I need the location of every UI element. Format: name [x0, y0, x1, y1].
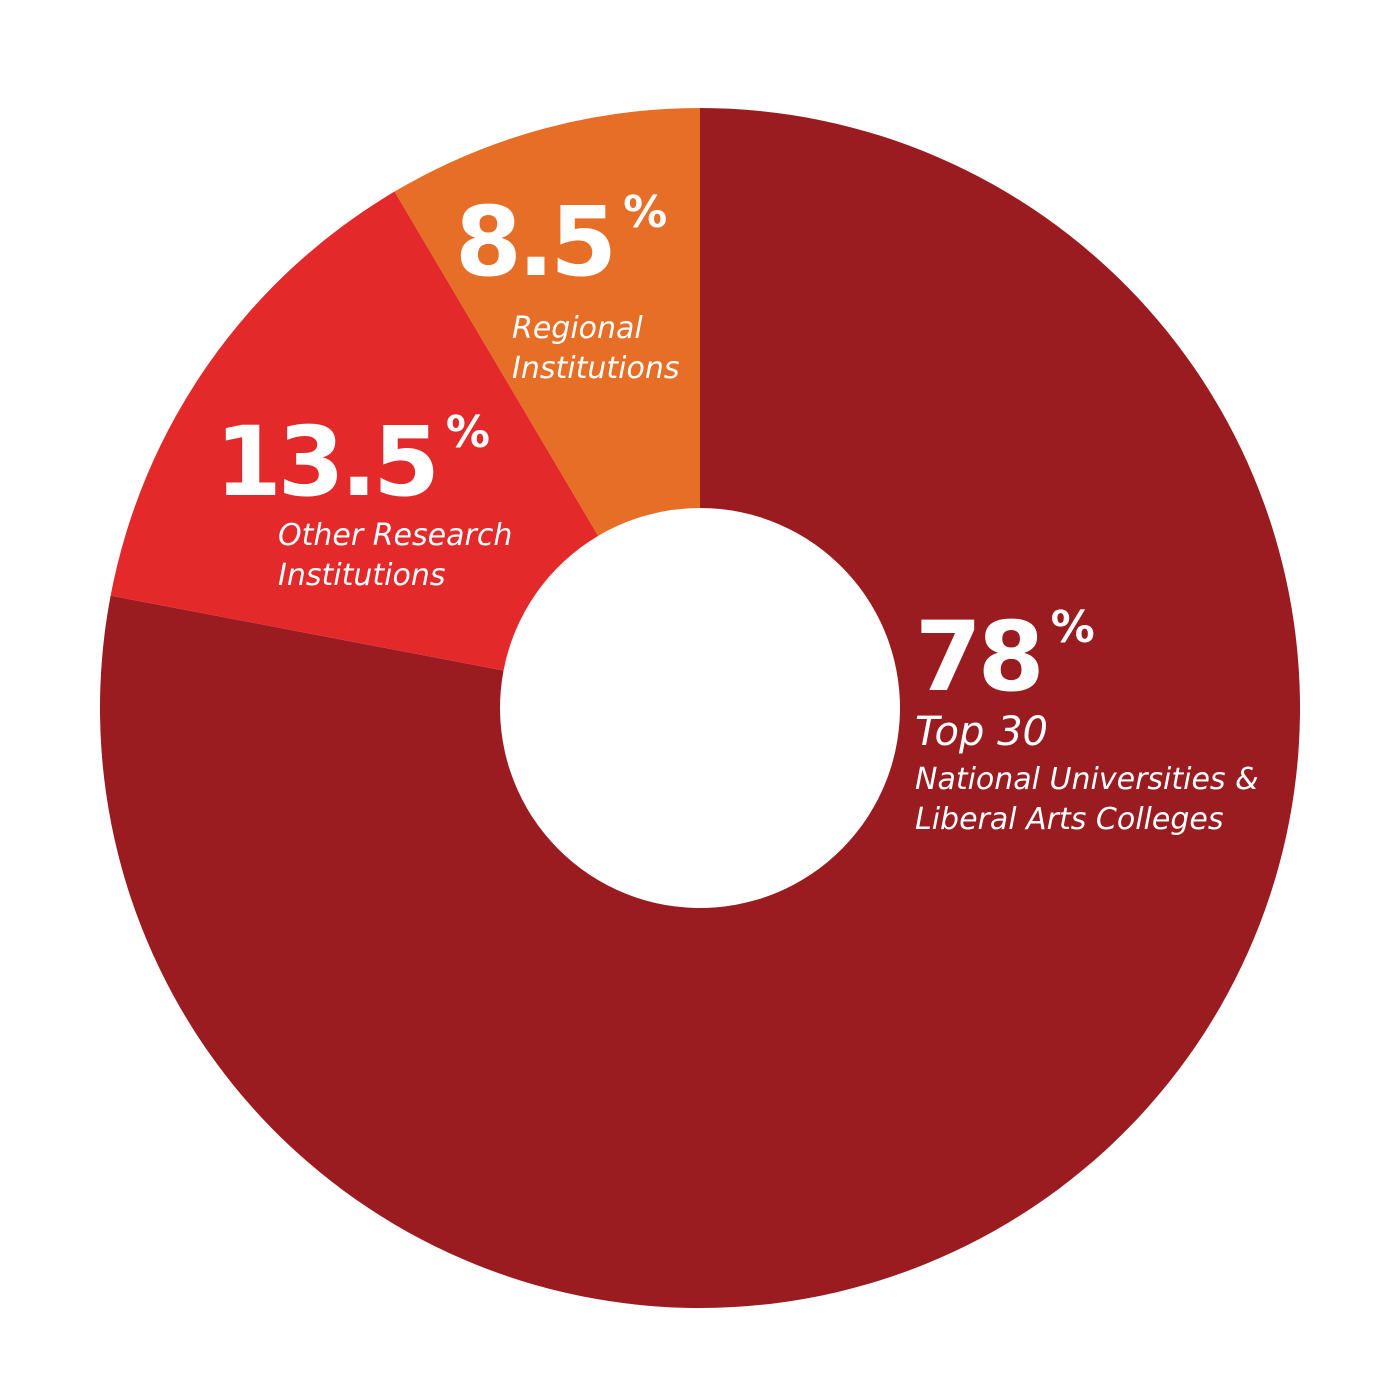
value-number: 8.5: [455, 186, 613, 298]
category-label: Regional Institutions: [512, 311, 679, 386]
category-line: Institutions: [512, 351, 679, 386]
category-line: Regional: [512, 311, 643, 346]
category-label: Top 30 National Universities & Liberal Art…: [915, 709, 1258, 837]
value-number: 78: [915, 601, 1041, 713]
category-line: Liberal Arts Colleges: [915, 802, 1223, 837]
category-line: Top 30: [915, 709, 1048, 755]
value-unit: %: [446, 407, 490, 458]
value-label: 78%: [915, 601, 1095, 713]
donut-slice: [100, 108, 1301, 1309]
donut-slice: [110, 191, 599, 671]
value-label: 13.5%: [215, 406, 490, 518]
value-label: 8.5%: [455, 186, 667, 298]
value-unit: %: [1051, 602, 1095, 653]
value-unit: %: [623, 187, 667, 238]
donut-slice: [394, 108, 700, 536]
category-line: Other Research: [278, 518, 512, 553]
value-number: 13.5: [215, 406, 436, 518]
category-label: Other Research Institutions: [278, 518, 512, 593]
category-line: Institutions: [278, 558, 445, 593]
category-line: National Universities &: [915, 762, 1258, 797]
